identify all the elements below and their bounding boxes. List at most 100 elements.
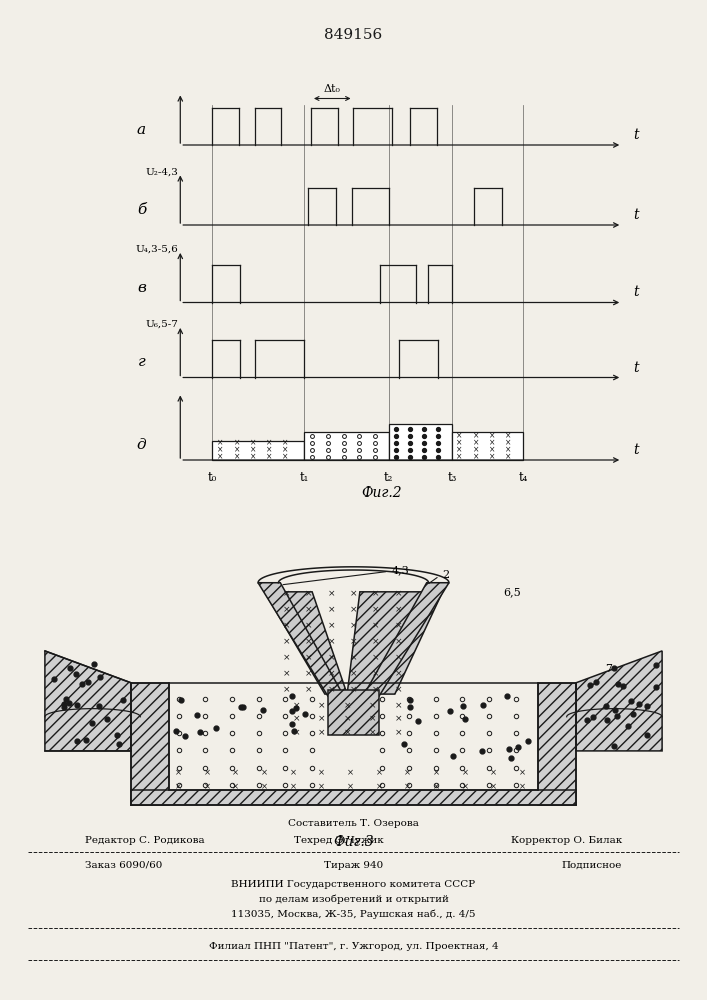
Text: ×: × — [350, 621, 357, 630]
Text: ×: × — [290, 768, 296, 777]
Text: ×: × — [250, 438, 257, 448]
Text: ×: × — [519, 768, 525, 777]
Text: t: t — [633, 443, 638, 457]
Text: ×: × — [233, 438, 240, 448]
Text: ×: × — [372, 685, 380, 694]
Text: ×: × — [305, 669, 312, 678]
Text: ×: × — [395, 605, 402, 614]
Bar — [452, 432, 523, 460]
Text: ×: × — [350, 653, 357, 662]
Text: ×: × — [293, 728, 300, 737]
Text: ×: × — [456, 438, 463, 448]
Text: д: д — [136, 438, 146, 452]
Text: ×: × — [375, 768, 382, 777]
Polygon shape — [576, 651, 662, 751]
Text: ×: × — [472, 452, 479, 462]
Text: 7: 7 — [605, 664, 612, 674]
Text: ×: × — [283, 621, 291, 630]
Text: t₂: t₂ — [384, 471, 394, 484]
Text: ×: × — [283, 590, 291, 599]
Text: ×: × — [250, 446, 257, 454]
Text: ×: × — [233, 446, 240, 454]
Text: ×: × — [175, 768, 182, 777]
Text: ×: × — [456, 452, 463, 462]
Text: Корректор О. Билак: Корректор О. Билак — [511, 836, 622, 845]
Polygon shape — [264, 592, 347, 694]
Text: t: t — [633, 208, 638, 222]
Text: ×: × — [217, 438, 224, 448]
Text: Заказ 6090/60: Заказ 6090/60 — [85, 861, 162, 870]
Text: U₆,5-7: U₆,5-7 — [146, 320, 178, 329]
Text: ×: × — [375, 783, 382, 792]
Text: ×: × — [283, 669, 291, 678]
Text: ×: × — [305, 653, 312, 662]
Text: ×: × — [282, 452, 289, 462]
Text: ×: × — [404, 768, 411, 777]
Text: ×: × — [462, 783, 468, 792]
Polygon shape — [363, 583, 449, 696]
Text: ×: × — [490, 768, 497, 777]
Text: ×: × — [233, 452, 240, 462]
Text: ×: × — [505, 438, 512, 448]
Text: ×: × — [344, 715, 351, 724]
Text: ×: × — [282, 438, 289, 448]
Text: ×: × — [204, 783, 211, 792]
Text: ×: × — [395, 653, 402, 662]
Text: Фиг.3: Фиг.3 — [333, 835, 374, 849]
Text: ×: × — [266, 446, 273, 454]
Text: Составитель Т. Озерова: Составитель Т. Озерова — [288, 819, 419, 828]
Text: ×: × — [395, 669, 402, 678]
Text: ×: × — [233, 783, 239, 792]
Text: ×: × — [490, 783, 497, 792]
Text: ×: × — [395, 637, 402, 646]
Text: ×: × — [327, 590, 335, 599]
Text: ×: × — [318, 728, 325, 737]
Text: ×: × — [283, 653, 291, 662]
Text: ×: × — [505, 452, 512, 462]
Text: ×: × — [505, 446, 512, 454]
Text: ×: × — [204, 768, 211, 777]
Text: Подписное: Подписное — [562, 861, 622, 870]
Text: 6,5: 6,5 — [503, 587, 521, 597]
Bar — [212, 441, 304, 460]
Text: ×: × — [456, 446, 463, 454]
Text: Техред Э.Чужик: Техред Э.Чужик — [295, 836, 384, 845]
Text: t₄: t₄ — [518, 471, 528, 484]
Text: ×: × — [472, 446, 479, 454]
Text: ×: × — [395, 685, 402, 694]
Text: ×: × — [217, 452, 224, 462]
Text: ×: × — [347, 768, 354, 777]
Polygon shape — [45, 651, 131, 751]
Text: ×: × — [175, 783, 182, 792]
Text: t: t — [633, 360, 638, 374]
Text: Филиал ПНП "Патент", г. Ужгород, ул. Проектная, 4: Филиал ПНП "Патент", г. Ужгород, ул. Про… — [209, 942, 498, 951]
Text: ×: × — [327, 605, 335, 614]
Text: ×: × — [318, 701, 325, 710]
Text: ×: × — [489, 432, 496, 440]
Text: ×: × — [283, 605, 291, 614]
Text: ×: × — [433, 768, 440, 777]
Text: Δt₀: Δt₀ — [324, 85, 341, 95]
Text: ×: × — [293, 701, 300, 710]
Text: U₂-4,3: U₂-4,3 — [146, 167, 178, 176]
Text: ×: × — [505, 432, 512, 440]
Text: ×: × — [350, 637, 357, 646]
Text: ×: × — [305, 637, 312, 646]
Text: ×: × — [266, 452, 273, 462]
Bar — [304, 432, 389, 460]
Text: ×: × — [261, 768, 268, 777]
Text: ×: × — [305, 621, 312, 630]
Text: ×: × — [372, 669, 380, 678]
Text: ×: × — [318, 715, 325, 724]
Text: ×: × — [327, 621, 335, 630]
Text: ×: × — [305, 685, 312, 694]
Text: ×: × — [350, 685, 357, 694]
Text: ×: × — [369, 728, 376, 737]
Text: ×: × — [327, 669, 335, 678]
Text: ×: × — [372, 605, 380, 614]
Text: t: t — [633, 286, 638, 300]
Text: в: в — [137, 280, 146, 294]
Text: ×: × — [433, 783, 440, 792]
Text: ×: × — [217, 446, 224, 454]
Text: ×: × — [372, 653, 380, 662]
